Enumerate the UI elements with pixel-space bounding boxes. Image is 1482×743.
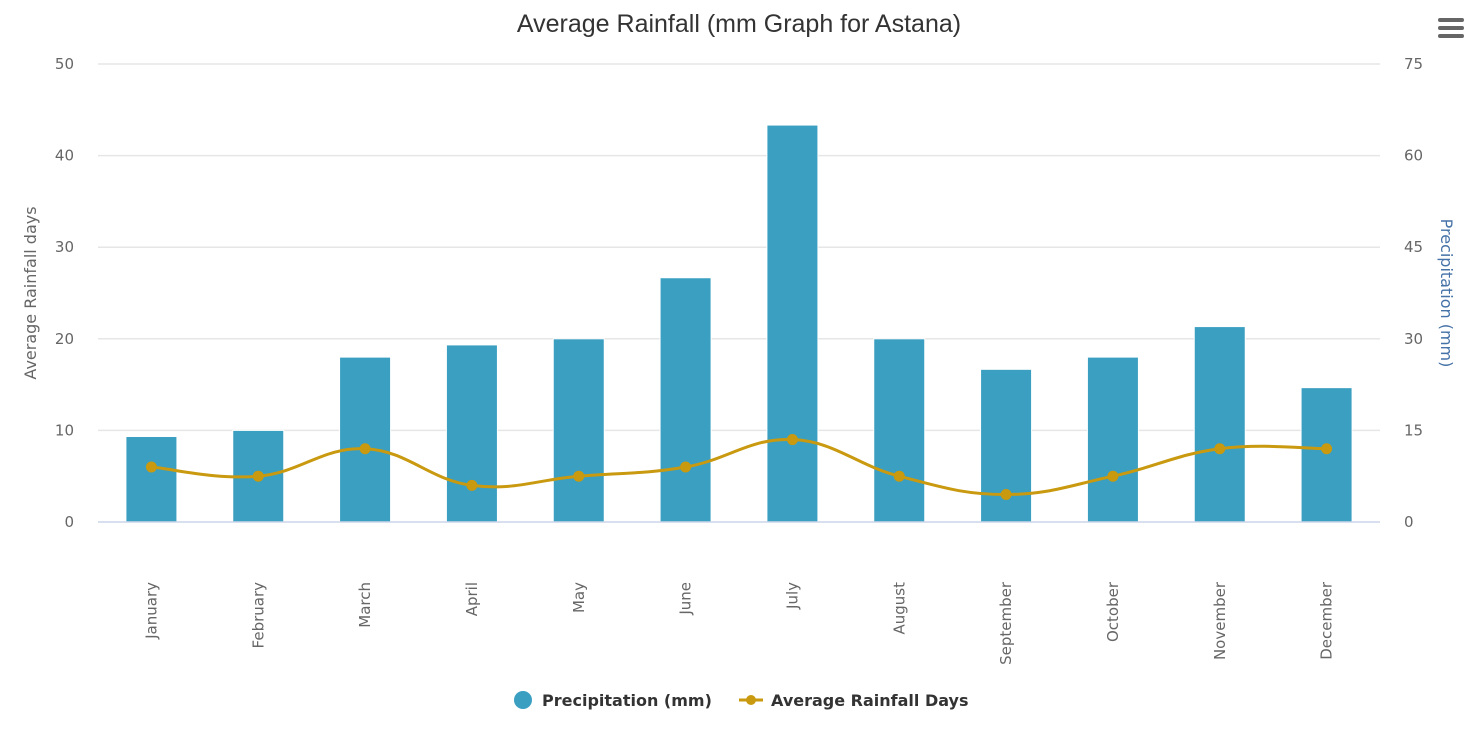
bar-november[interactable] [1193, 326, 1246, 523]
x-tick-label: March [356, 582, 374, 628]
x-tick-label: October [1104, 581, 1122, 642]
chart-title: Average Rainfall (mm Graph for Astana) [517, 10, 961, 38]
left-tick-label: 40 [55, 147, 74, 165]
x-tick-label: June [677, 582, 695, 616]
bar-march[interactable] [339, 356, 392, 523]
rainfall-days-points [145, 434, 1333, 501]
right-tick-label: 60 [1404, 147, 1423, 165]
x-tick-label: April [463, 582, 481, 616]
right-axis-title: Precipitation (mm) [1437, 219, 1456, 368]
x-tick-label: January [142, 582, 160, 640]
x-tick-label: November [1211, 581, 1229, 660]
right-tick-label: 15 [1404, 421, 1423, 439]
legend-label-precipitation: Precipitation (mm) [542, 691, 712, 710]
bar-july[interactable] [766, 124, 819, 523]
legend: Precipitation (mm) Average Rainfall Days [514, 691, 968, 710]
bar-december[interactable] [1300, 387, 1353, 523]
bar-april[interactable] [445, 344, 498, 523]
left-tick-label: 50 [55, 55, 74, 73]
point-march[interactable] [359, 443, 371, 455]
legend-marker-icon [746, 695, 756, 705]
legend-item-rainfall-days[interactable]: Average Rainfall Days [739, 691, 968, 710]
x-tick-label: August [890, 582, 908, 635]
legend-item-precipitation[interactable]: Precipitation (mm) [514, 691, 712, 710]
hamburger-menu-icon-bar [1438, 26, 1464, 30]
x-axis-labels: January February March April May June July Augu… [142, 581, 1335, 665]
point-july[interactable] [786, 434, 798, 446]
right-tick-label: 30 [1404, 330, 1423, 348]
hamburger-menu-icon-bar [1438, 34, 1464, 38]
right-tick-label: 75 [1404, 55, 1423, 73]
right-tick-label: 0 [1404, 513, 1414, 531]
bar-october[interactable] [1086, 356, 1139, 523]
legend-label-rainfall-days: Average Rainfall Days [771, 691, 968, 710]
point-august[interactable] [893, 470, 905, 482]
left-tick-label: 30 [55, 238, 74, 256]
gridlines [98, 63, 1380, 432]
point-april[interactable] [466, 479, 478, 491]
left-tick-label: 20 [55, 330, 74, 348]
precipitation-bars [125, 124, 1353, 523]
point-december[interactable] [1321, 443, 1333, 455]
right-axis-ticks: 0 15 30 45 60 75 [1404, 55, 1423, 531]
right-tick-label: 45 [1404, 238, 1423, 256]
point-june[interactable] [680, 461, 692, 473]
rainfall-days-line [151, 438, 1327, 497]
point-september[interactable] [1000, 489, 1012, 501]
legend-circle-icon [514, 691, 532, 709]
point-october[interactable] [1107, 470, 1119, 482]
point-january[interactable] [145, 461, 157, 473]
bar-august[interactable] [873, 338, 926, 523]
point-february[interactable] [252, 470, 264, 482]
x-tick-label: July [783, 582, 801, 610]
hamburger-menu-icon [1438, 18, 1464, 22]
left-axis-ticks: 0 10 20 30 40 50 [55, 55, 74, 531]
context-menu-button[interactable] [1438, 18, 1464, 40]
bar-january[interactable] [125, 436, 178, 523]
bar-june[interactable] [659, 277, 712, 523]
bar-may[interactable] [552, 338, 605, 523]
x-tick-label: February [249, 582, 267, 649]
x-tick-label: December [1318, 581, 1336, 660]
left-tick-label: 10 [55, 421, 74, 439]
point-may[interactable] [573, 470, 585, 482]
left-tick-label: 0 [64, 513, 74, 531]
point-november[interactable] [1214, 443, 1226, 455]
left-axis-title: Average Rainfall days [21, 206, 40, 379]
x-tick-label: September [997, 581, 1015, 665]
x-tick-label: May [570, 582, 588, 613]
